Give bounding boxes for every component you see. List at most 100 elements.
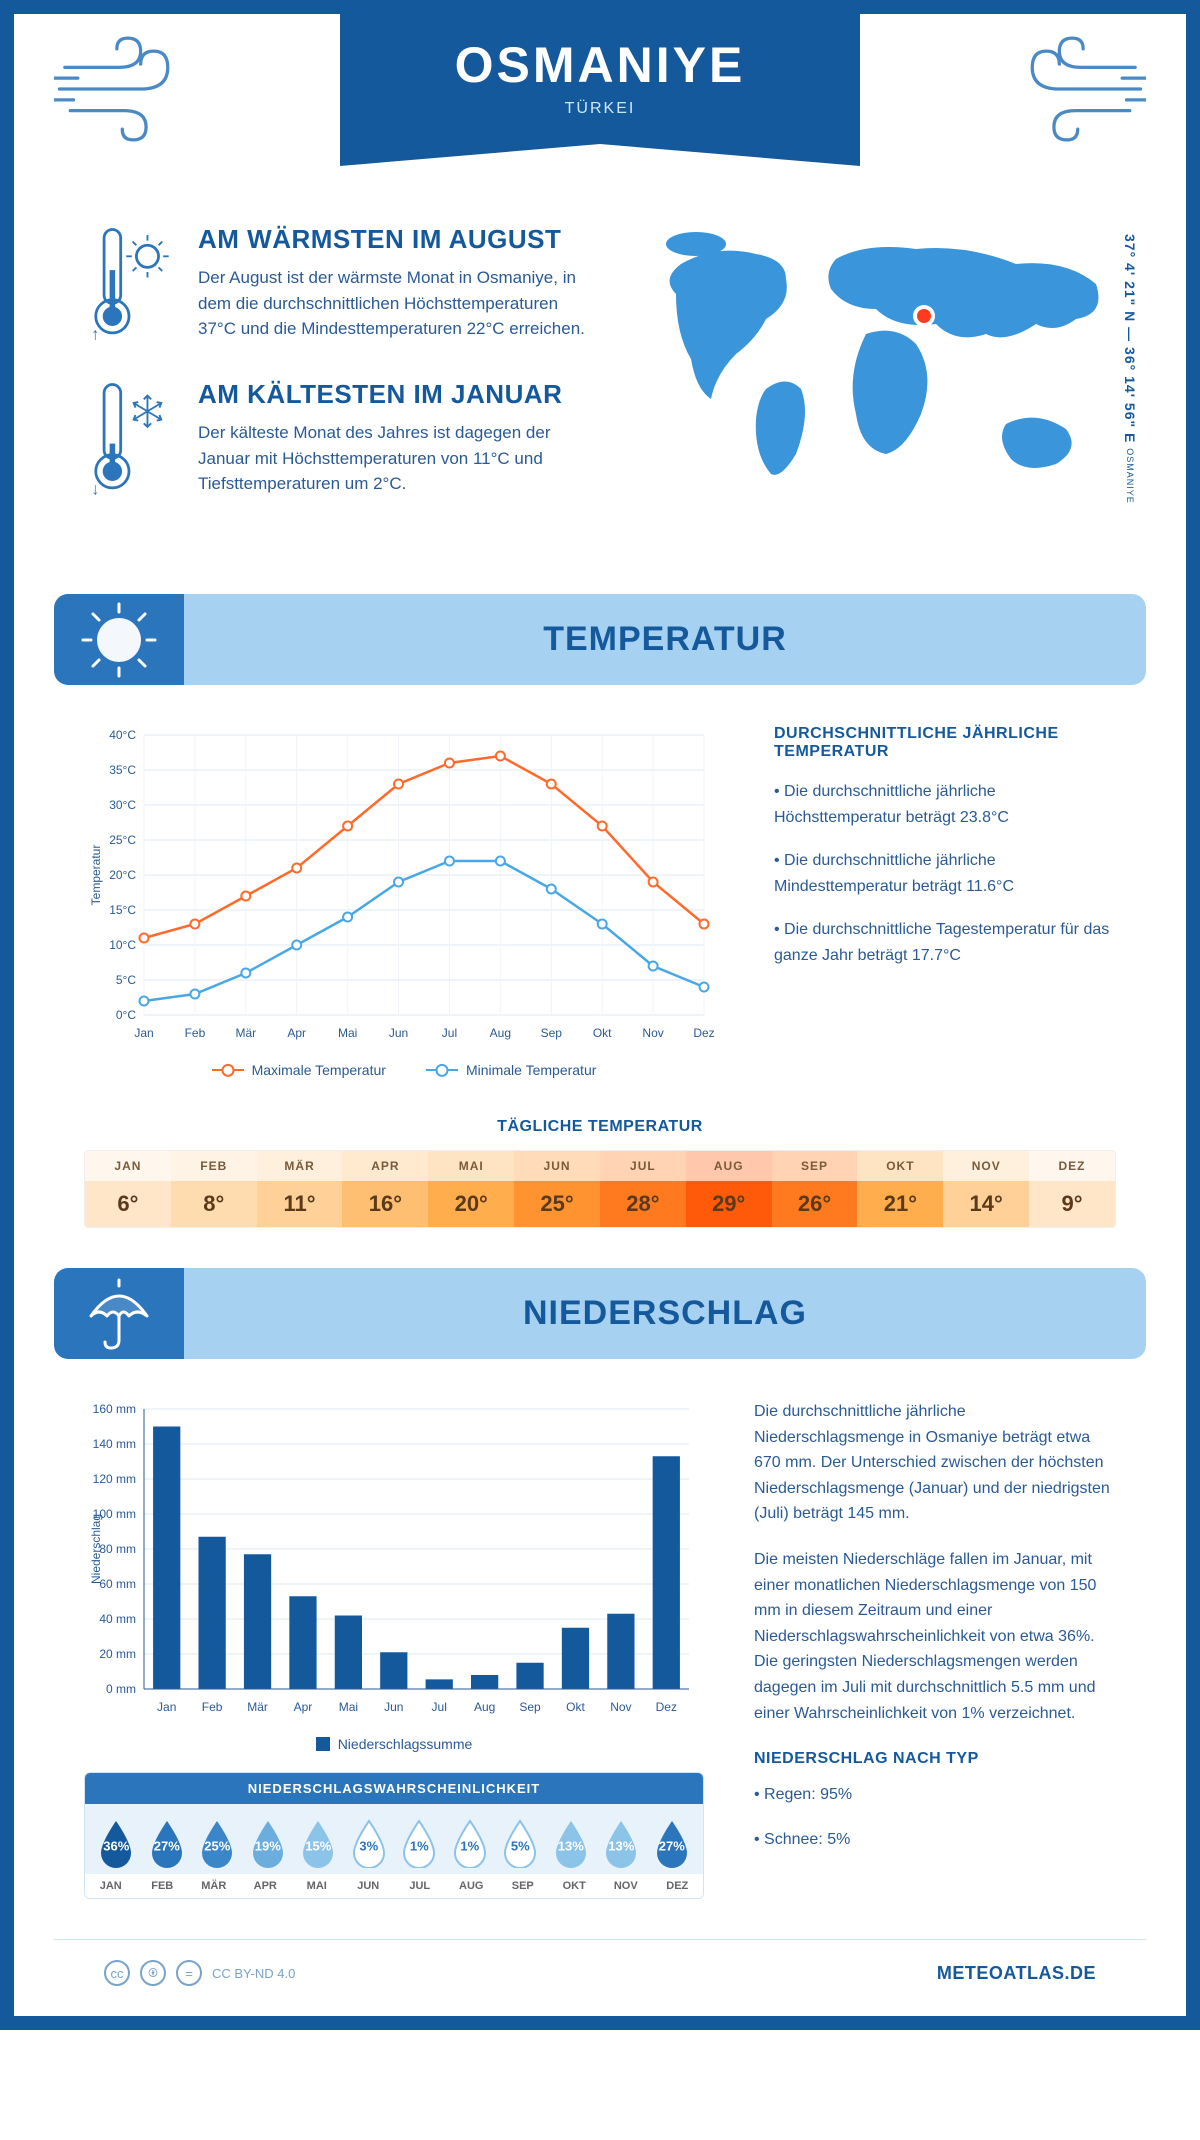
coldest-title: AM KÄLTESTEN IM JANUAR xyxy=(198,379,596,410)
svg-text:140 mm: 140 mm xyxy=(93,1437,136,1451)
temperature-chart: 0°C5°C10°C15°C20°C25°C30°C35°C40°CJanFeb… xyxy=(84,725,724,1078)
precip-type-title: NIEDERSCHLAG NACH TYP xyxy=(754,1746,1116,1772)
coldest-block: ↓ AM KÄLTESTEN IM JANUAR Der kälteste Mo… xyxy=(84,379,596,504)
prob-drop: 25% xyxy=(192,1818,243,1868)
thermometer-snow-icon: ↓ xyxy=(84,379,174,504)
precip-text: Die durchschnittliche jährliche Niedersc… xyxy=(754,1399,1116,1899)
warmest-title: AM WÄRMSTEN IM AUGUST xyxy=(198,224,596,255)
svg-text:10°C: 10°C xyxy=(109,938,136,952)
prob-month: APR xyxy=(240,1874,292,1898)
country-name: TÜRKEI xyxy=(340,100,860,118)
prob-month: SEP xyxy=(497,1874,549,1898)
svg-text:Jun: Jun xyxy=(384,1700,403,1714)
svg-text:Apr: Apr xyxy=(294,1700,313,1714)
heat-value: 28° xyxy=(600,1181,686,1227)
heat-value: 25° xyxy=(514,1181,600,1227)
section-title: TEMPERATUR xyxy=(184,594,1146,685)
prob-month: DEZ xyxy=(652,1874,704,1898)
svg-text:Temperatur: Temperatur xyxy=(89,845,103,906)
svg-text:Mai: Mai xyxy=(338,1026,357,1040)
prob-drop: 5% xyxy=(495,1818,546,1868)
svg-text:Mär: Mär xyxy=(247,1700,268,1714)
svg-text:Jun: Jun xyxy=(389,1026,408,1040)
svg-text:60 mm: 60 mm xyxy=(99,1577,136,1591)
svg-text:80 mm: 80 mm xyxy=(99,1542,136,1556)
wind-icon xyxy=(1016,34,1146,149)
prob-month: OKT xyxy=(549,1874,601,1898)
heat-month: AUG xyxy=(686,1151,772,1181)
warmest-text: Der August ist der wärmste Monat in Osma… xyxy=(198,265,596,342)
prob-drop: 13% xyxy=(546,1818,597,1868)
svg-text:20 mm: 20 mm xyxy=(99,1647,136,1661)
title-ribbon: OSMANIYE TÜRKEI xyxy=(340,14,860,144)
thermometer-sun-icon: ↑ xyxy=(84,224,174,349)
prob-month: FEB xyxy=(137,1874,189,1898)
svg-text:40°C: 40°C xyxy=(109,728,136,742)
prob-drop: 1% xyxy=(445,1818,496,1868)
world-map: 37° 4' 21" N — 36° 14' 56" E OSMANIYE xyxy=(636,224,1116,534)
heat-month: MÄR xyxy=(257,1151,343,1181)
svg-text:Jul: Jul xyxy=(442,1026,457,1040)
temperature-legend: Maximale Temperatur Minimale Temperatur xyxy=(84,1062,724,1078)
section-title: NIEDERSCHLAG xyxy=(184,1268,1146,1359)
heat-value: 29° xyxy=(686,1181,772,1227)
city-name: OSMANIYE xyxy=(340,36,860,94)
svg-text:Sep: Sep xyxy=(519,1700,541,1714)
prob-drop: 36% xyxy=(91,1818,142,1868)
svg-text:Nov: Nov xyxy=(642,1026,663,1040)
coldest-text: Der kälteste Monat des Jahres ist dagege… xyxy=(198,420,596,497)
prob-drop: 3% xyxy=(344,1818,395,1868)
heat-month: NOV xyxy=(943,1151,1029,1181)
wind-icon xyxy=(54,34,184,149)
prob-month: MÄR xyxy=(188,1874,240,1898)
warmest-block: ↑ AM WÄRMSTEN IM AUGUST Der August ist d… xyxy=(84,224,596,349)
section-precip: NIEDERSCHLAG xyxy=(54,1268,1146,1359)
svg-text:20°C: 20°C xyxy=(109,868,136,882)
by-icon: 🅯 xyxy=(140,1960,166,1986)
prob-month: JUN xyxy=(343,1874,395,1898)
temperature-info: DURCHSCHNITTLICHE JÄHRLICHE TEMPERATUR •… xyxy=(774,725,1116,1078)
heat-value: 16° xyxy=(342,1181,428,1227)
prob-month: JUL xyxy=(394,1874,446,1898)
svg-text:40 mm: 40 mm xyxy=(99,1612,136,1626)
svg-text:Okt: Okt xyxy=(593,1026,612,1040)
header: OSMANIYE TÜRKEI xyxy=(14,14,1186,214)
daily-title: TÄGLICHE TEMPERATUR xyxy=(14,1118,1186,1136)
coordinates: 37° 4' 21" N — 36° 14' 56" E OSMANIYE xyxy=(1122,234,1138,504)
svg-text:Dez: Dez xyxy=(693,1026,714,1040)
svg-text:25°C: 25°C xyxy=(109,833,136,847)
svg-text:Dez: Dez xyxy=(656,1700,677,1714)
prob-month: MAI xyxy=(291,1874,343,1898)
svg-text:Aug: Aug xyxy=(474,1700,495,1714)
svg-text:Aug: Aug xyxy=(490,1026,511,1040)
heat-month-row: JANFEBMÄRAPRMAIJUNJULAUGSEPOKTNOVDEZ xyxy=(85,1151,1115,1181)
prob-drop: 27% xyxy=(647,1818,698,1868)
heat-value: 26° xyxy=(772,1181,858,1227)
heat-value: 20° xyxy=(428,1181,514,1227)
daily-heat-row: JANFEBMÄRAPRMAIJUNJULAUGSEPOKTNOVDEZ 6°8… xyxy=(84,1150,1116,1228)
heat-value: 11° xyxy=(257,1181,343,1227)
svg-text:Jul: Jul xyxy=(432,1700,447,1714)
sun-icon xyxy=(54,594,184,685)
heat-value: 6° xyxy=(85,1181,171,1227)
umbrella-icon xyxy=(54,1268,184,1359)
heat-month: JUN xyxy=(514,1151,600,1181)
heat-month: JUL xyxy=(600,1151,686,1181)
prob-month: NOV xyxy=(600,1874,652,1898)
prob-drop: 13% xyxy=(596,1818,647,1868)
heat-value: 21° xyxy=(857,1181,943,1227)
svg-text:0°C: 0°C xyxy=(116,1008,136,1022)
prob-drop: 15% xyxy=(293,1818,344,1868)
svg-text:↓: ↓ xyxy=(91,479,99,498)
prob-month: JAN xyxy=(85,1874,137,1898)
heat-month: DEZ xyxy=(1029,1151,1115,1181)
heat-value: 8° xyxy=(171,1181,257,1227)
svg-text:15°C: 15°C xyxy=(109,903,136,917)
temp-info-title: DURCHSCHNITTLICHE JÄHRLICHE TEMPERATUR xyxy=(774,725,1116,761)
heat-month: OKT xyxy=(857,1151,943,1181)
heat-month: FEB xyxy=(171,1151,257,1181)
svg-text:0 mm: 0 mm xyxy=(106,1682,136,1696)
heat-month: JAN xyxy=(85,1151,171,1181)
svg-text:120 mm: 120 mm xyxy=(93,1472,136,1486)
prob-month: AUG xyxy=(446,1874,498,1898)
